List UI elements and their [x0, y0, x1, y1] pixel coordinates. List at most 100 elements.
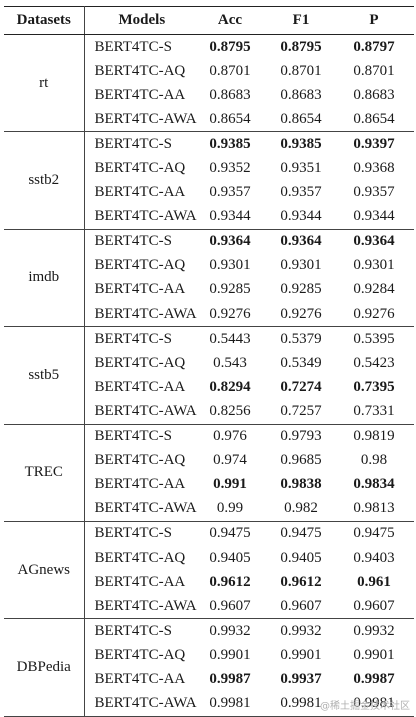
f1-cell: 0.982 [268, 496, 334, 522]
dataset-cell: AGnews [4, 521, 85, 620]
model-cell: BERT4TC-S [94, 135, 172, 152]
table-row: BERT4TC-AQ 0.974 0.9685 0.98 [4, 449, 414, 473]
model-cell: BERT4TC-AA [94, 281, 186, 298]
p-cell: 0.9301 [353, 257, 395, 274]
header-p: P [334, 6, 414, 35]
acc-cell: 0.8256 [192, 399, 268, 425]
model-cell: BERT4TC-AQ [94, 160, 186, 177]
model-cell: BERT4TC-AA [94, 573, 186, 590]
model-cell: BERT4TC-S [94, 233, 172, 250]
table-body: rt BERT4TC-S 0.8795 0.8795 0.8797 BERT4TC-AQ 0… [4, 34, 414, 717]
acc-cell: 0.8701 [209, 62, 251, 79]
table-header: Datasets Models Acc F1 P [4, 6, 414, 35]
acc-cell: 0.9607 [192, 594, 268, 620]
f1-cell: 0.9612 [280, 573, 322, 590]
f1-cell: 0.7257 [268, 399, 334, 425]
dataset-cell: sstb5 [4, 326, 85, 425]
p-cell: 0.7395 [353, 378, 395, 395]
table-row: BERT4TC-AA 0.9612 0.9612 0.961 [4, 570, 414, 594]
header-acc: Acc [192, 6, 268, 35]
acc-cell: 0.976 [213, 428, 247, 445]
header-datasets: Datasets [4, 6, 85, 35]
p-cell: 0.9368 [353, 160, 395, 177]
acc-cell: 0.9612 [209, 573, 251, 590]
acc-cell: 0.9475 [209, 525, 251, 542]
p-cell: 0.9834 [353, 476, 395, 493]
table-row: BERT4TC-AA 0.9357 0.9357 0.9357 [4, 181, 414, 205]
table-row: BERT4TC-AWA 0.99 0.982 0.9813 [4, 496, 414, 522]
table-row: BERT4TC-AA 0.9987 0.9937 0.9987 [4, 667, 414, 691]
acc-cell: 0.991 [213, 476, 247, 493]
f1-cell: 0.9301 [280, 257, 322, 274]
dataset-cell: imdb [4, 229, 85, 328]
model-cell: BERT4TC-AWA [84, 107, 197, 133]
table-row: BERT4TC-AA 0.9285 0.9285 0.9284 [4, 278, 414, 302]
acc-cell: 0.9285 [209, 281, 251, 298]
acc-cell: 0.9352 [209, 160, 251, 177]
acc-cell: 0.8683 [209, 86, 251, 103]
p-cell: 0.98 [360, 452, 388, 469]
model-cell: BERT4TC-S [94, 428, 172, 445]
p-cell: 0.7331 [334, 399, 414, 425]
model-cell: BERT4TC-AA [94, 670, 186, 687]
dataset-cell: DBPedia [4, 618, 85, 717]
f1-cell: 0.8683 [280, 86, 322, 103]
acc-cell: 0.9932 [209, 622, 251, 639]
f1-cell: 0.9607 [268, 594, 334, 620]
model-cell: BERT4TC-AWA [84, 399, 197, 425]
model-cell: BERT4TC-AWA [84, 204, 197, 230]
model-cell: BERT4TC-AQ [94, 62, 186, 79]
table-row: AGnews BERT4TC-S 0.9475 0.9475 0.9475 [4, 521, 414, 620]
acc-cell: 0.9987 [209, 670, 251, 687]
f1-cell: 0.9385 [280, 135, 322, 152]
acc-cell: 0.543 [213, 354, 247, 371]
p-cell: 0.9932 [353, 622, 395, 639]
table-row: BERT4TC-AWA 0.9344 0.9344 0.9344 [4, 204, 414, 230]
model-cell: BERT4TC-S [94, 525, 172, 542]
table-row: BERT4TC-AA 0.991 0.9838 0.9834 [4, 473, 414, 497]
acc-cell: 0.9901 [209, 646, 251, 663]
table-row: imdb BERT4TC-S 0.9364 0.9364 0.9364 [4, 229, 414, 328]
model-cell: BERT4TC-AQ [94, 646, 186, 663]
table-row: BERT4TC-AWA 0.8654 0.8654 0.8654 [4, 107, 414, 133]
table-row: BERT4TC-AA 0.8683 0.8683 0.8683 [4, 83, 414, 107]
model-cell: BERT4TC-AA [94, 86, 186, 103]
p-cell: 0.8683 [353, 86, 395, 103]
model-cell: BERT4TC-AWA [84, 496, 197, 522]
p-cell: 0.5395 [353, 330, 395, 347]
acc-cell: 0.9344 [192, 204, 268, 230]
f1-cell: 0.9357 [280, 184, 322, 201]
dataset-cell: sstb2 [4, 131, 85, 230]
header-row: Datasets Models Acc F1 P [4, 6, 414, 35]
f1-cell: 0.9276 [268, 302, 334, 328]
acc-cell: 0.9364 [209, 233, 251, 250]
model-cell: BERT4TC-AWA [84, 594, 197, 620]
model-cell: BERT4TC-AQ [94, 549, 186, 566]
f1-cell: 0.9901 [280, 646, 322, 663]
model-cell: BERT4TC-AWA [84, 691, 197, 717]
model-cell: BERT4TC-S [94, 38, 172, 55]
table-row: BERT4TC-AQ 0.543 0.5349 0.5423 [4, 351, 414, 375]
p-cell: 0.9475 [353, 525, 395, 542]
f1-cell: 0.5349 [280, 354, 322, 371]
f1-cell: 0.9932 [280, 622, 322, 639]
p-cell: 0.8797 [353, 38, 395, 55]
model-cell: BERT4TC-S [94, 330, 172, 347]
p-cell: 0.9987 [353, 670, 395, 687]
table-row: BERT4TC-AA 0.8294 0.7274 0.7395 [4, 375, 414, 399]
model-cell: BERT4TC-AA [94, 378, 186, 395]
p-cell: 0.9397 [353, 135, 395, 152]
acc-cell: 0.9981 [192, 691, 268, 717]
p-cell: 0.961 [357, 573, 391, 590]
p-cell: 0.9344 [334, 204, 414, 230]
p-cell: 0.9403 [353, 549, 395, 566]
f1-cell: 0.5379 [280, 330, 322, 347]
p-cell: 0.9357 [353, 184, 395, 201]
f1-cell: 0.9285 [280, 281, 322, 298]
f1-cell: 0.9685 [280, 452, 322, 469]
model-cell: BERT4TC-AQ [94, 354, 186, 371]
model-cell: BERT4TC-AQ [94, 452, 186, 469]
acc-cell: 0.8795 [209, 38, 251, 55]
model-cell: BERT4TC-AA [94, 476, 186, 493]
f1-cell: 0.9344 [268, 204, 334, 230]
